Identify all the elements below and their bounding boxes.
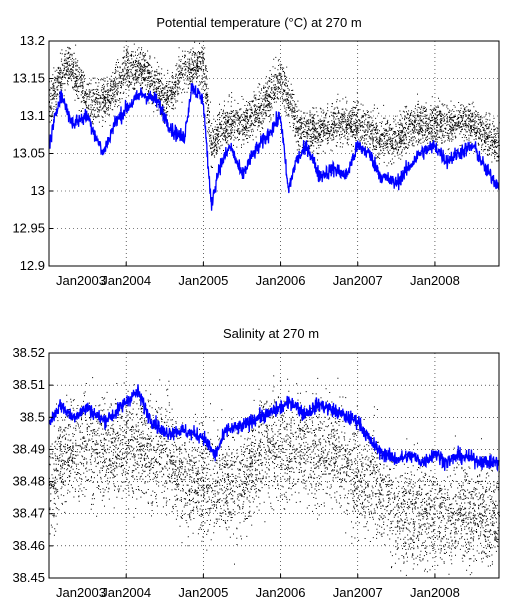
x-tick-label: Jan2003 (56, 273, 106, 288)
y-ticks-temperature: 12.9 12.95 13 13.05 13.1 13.15 13.2 (12, 33, 53, 273)
panel-temperature: Potential temperature (°C) at 270 m Jan2… (12, 15, 500, 288)
smoothed-line-salinity (48, 384, 500, 472)
y-tick-label: 38.52 (12, 345, 45, 360)
y-ticks-salinity: 38.45 38.46 38.47 38.48 38.49 38.5 38.51 38.52 (12, 345, 53, 585)
y-tick-label: 38.48 (12, 474, 45, 489)
x-tick-label: Jan2003 (56, 585, 106, 600)
smoothed-line-temperature (48, 83, 500, 211)
chart-title-salinity: Salinity at 270 m (223, 326, 319, 341)
y-tick-label: 38.49 (12, 441, 45, 456)
raw-data-dots-salinity (49, 375, 500, 576)
plot-frame-salinity (48, 352, 500, 579)
raw-data-dots-temperature (49, 41, 500, 168)
x-tick-label: Jan2007 (333, 585, 383, 600)
x-tick-label: Jan2007 (333, 273, 383, 288)
y-tick-label: 13.1 (20, 108, 45, 123)
y-tick-label: 38.47 (12, 506, 45, 521)
raw-data-dots-salinity (49, 375, 500, 576)
y-tick-label: 38.45 (12, 570, 45, 585)
x-tick-label: Jan2004 (101, 585, 151, 600)
smoothed-series-salinity (48, 384, 500, 472)
raw-data-dots-temperature (49, 41, 500, 168)
x-tick-label: Jan2008 (410, 585, 460, 600)
x-tick-label: Jan2004 (101, 273, 151, 288)
chart-title-temperature: Potential temperature (°C) at 270 m (156, 15, 361, 30)
x-tick-label: Jan2008 (410, 273, 460, 288)
x-tick-label: Jan2005 (178, 273, 228, 288)
y-tick-label: 38.51 (12, 377, 45, 392)
y-tick-label: 13.15 (12, 71, 45, 86)
x-tick-label: Jan2006 (256, 273, 306, 288)
y-tick-label: 13.2 (20, 33, 45, 48)
y-tick-label: 38.46 (12, 538, 45, 553)
y-tick-label: 13.05 (12, 146, 45, 161)
y-tick-label: 13 (31, 183, 45, 198)
gridlines-temperature (49, 41, 499, 266)
y-tick-label: 38.5 (20, 409, 45, 424)
smoothed-series-temperature (48, 83, 500, 211)
x-tick-label: Jan2005 (178, 585, 228, 600)
x-tick-label: Jan2006 (256, 585, 306, 600)
y-tick-label: 12.95 (12, 221, 45, 236)
y-tick-label: 12.9 (20, 258, 45, 273)
